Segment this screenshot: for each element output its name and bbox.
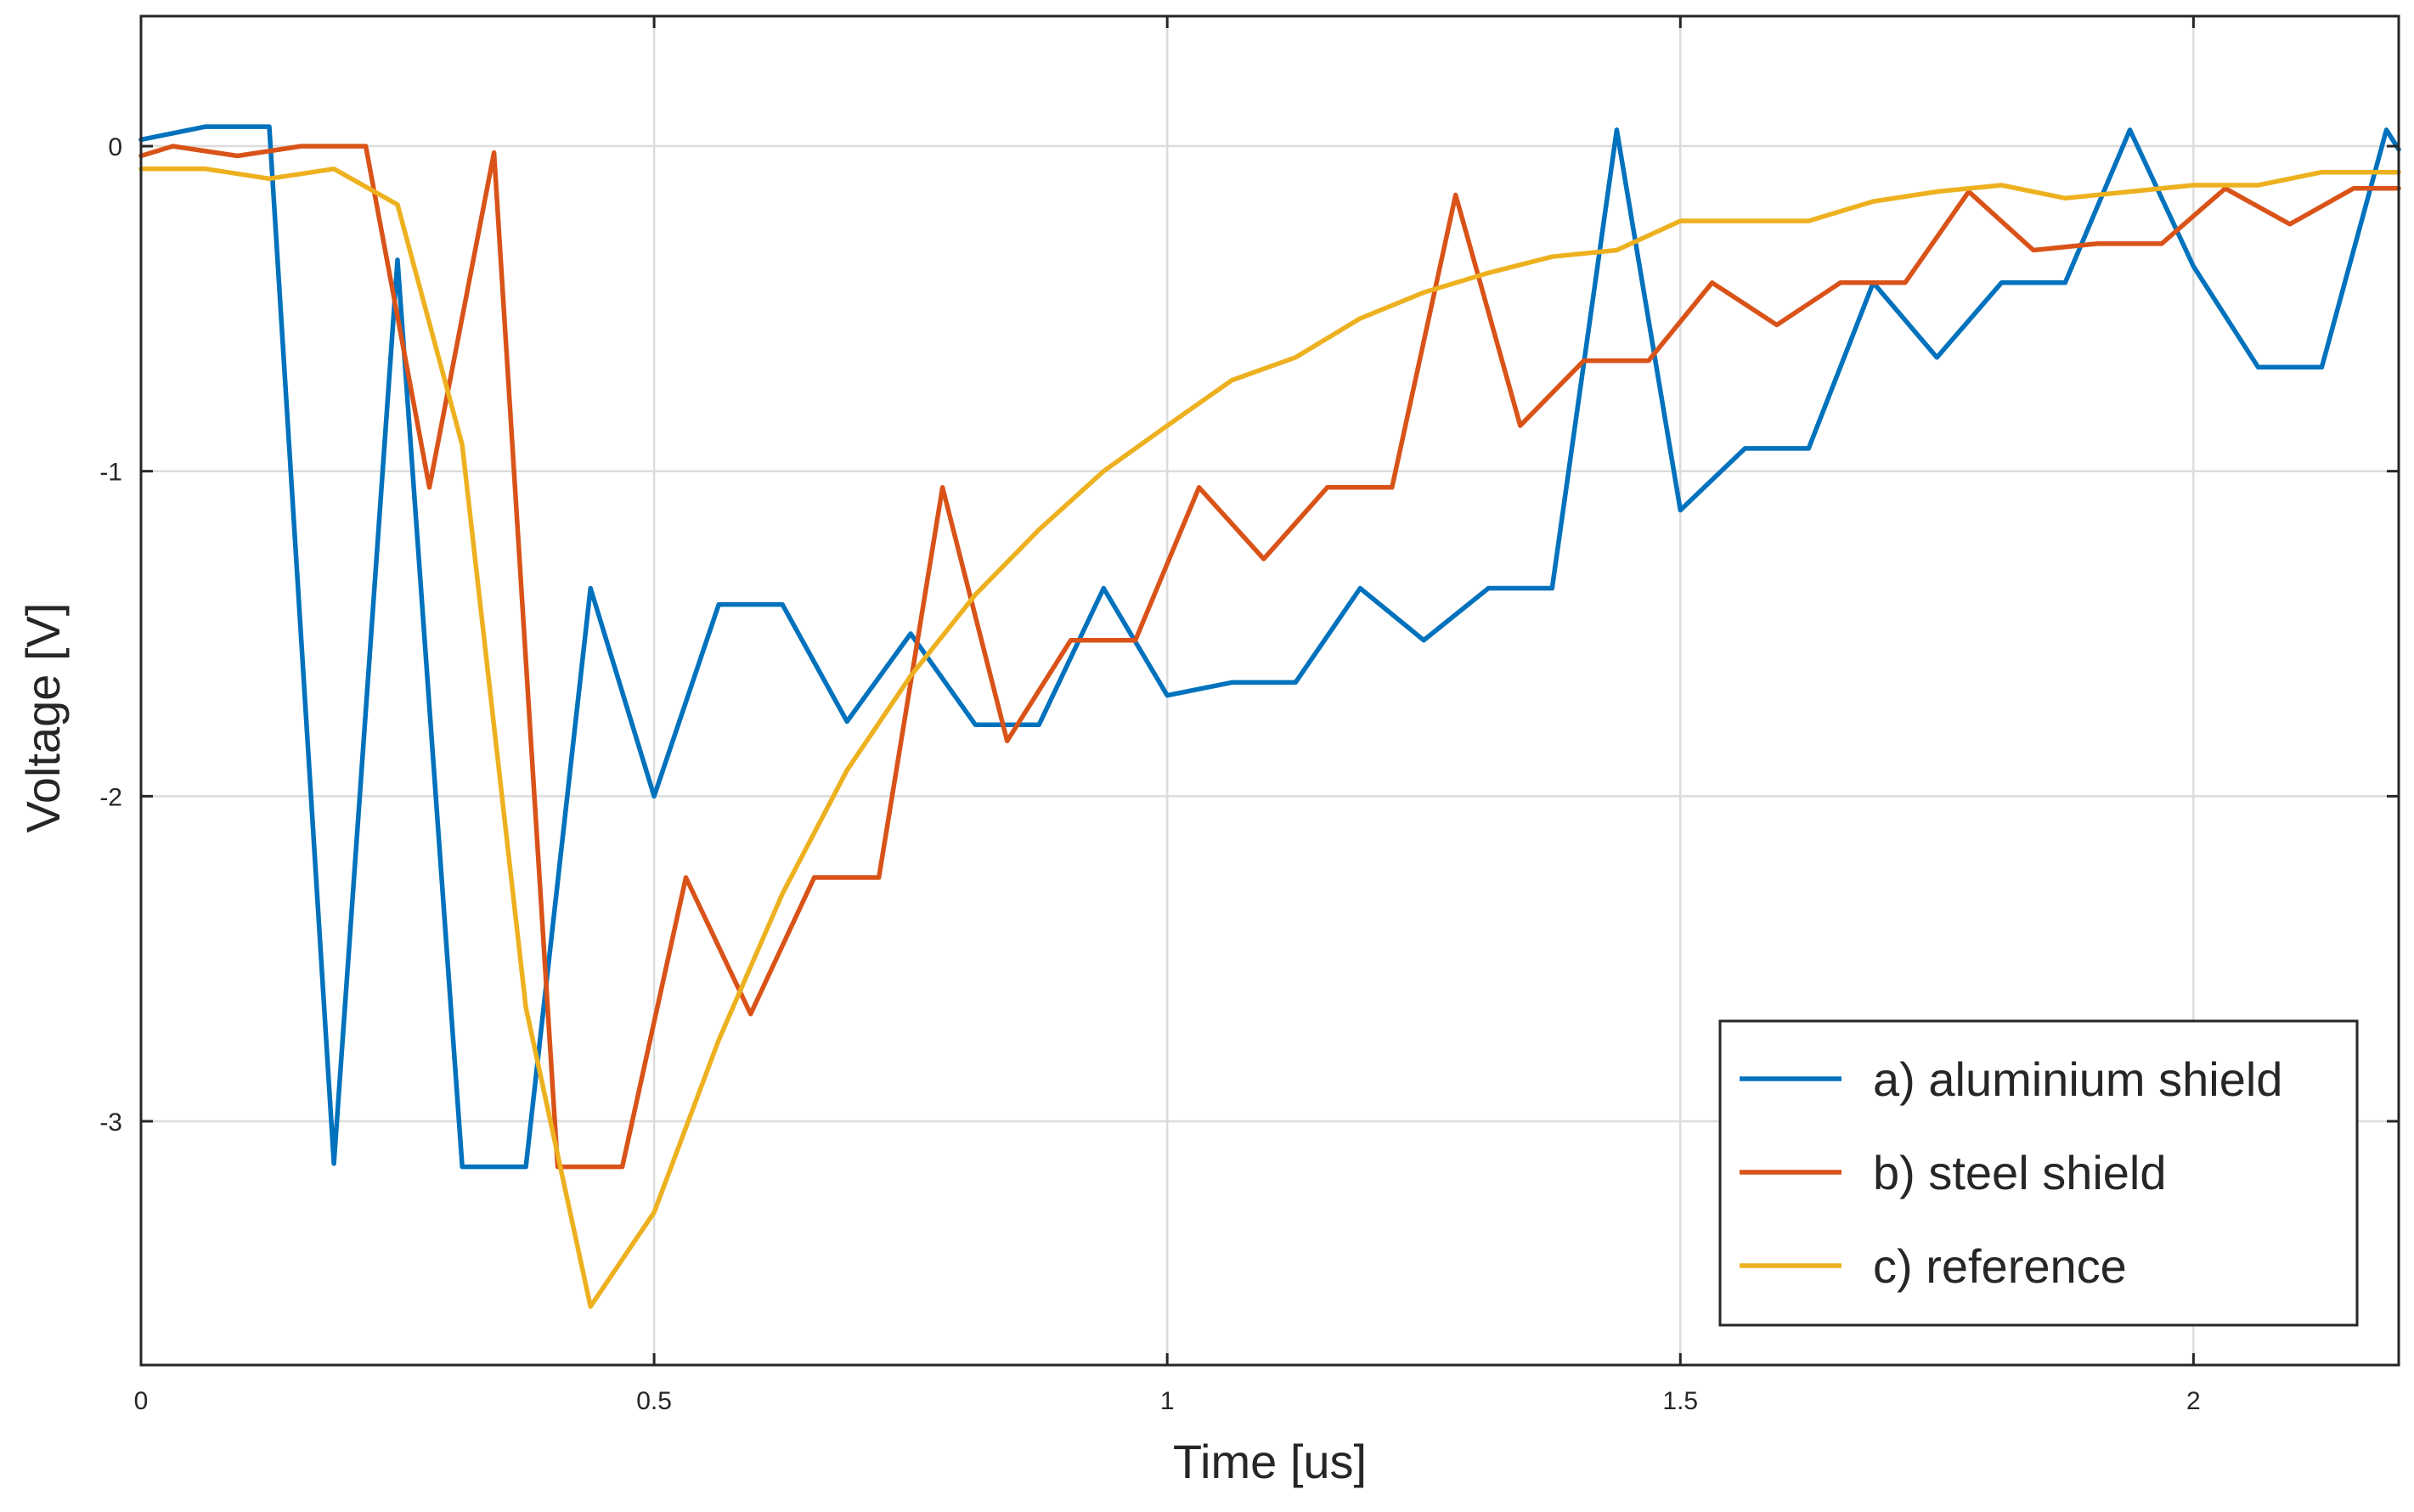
series-lines	[138, 124, 2401, 1309]
x-axis-label: Time [us]	[1173, 1435, 1367, 1488]
y-axis-label: Voltage [V]	[16, 603, 70, 833]
plot-frame	[139, 14, 2400, 1367]
series-line-reference	[138, 166, 2401, 1309]
legend-label-aluminium: a) aluminium shield	[1873, 1052, 2282, 1106]
y-tick-label: -2	[99, 783, 122, 811]
x-tick-label: 0.5	[636, 1387, 672, 1415]
x-tick-label: 1.5	[1662, 1387, 1698, 1415]
legend-label-steel: b) steel shield	[1873, 1146, 2167, 1199]
y-tick-label: 0	[108, 133, 122, 161]
x-tick-label: 0	[134, 1387, 149, 1415]
x-tick-label: 2	[2186, 1387, 2201, 1415]
legend: a) aluminium shield b) steel shield c) r…	[1718, 1019, 2359, 1327]
series-line-steel	[138, 144, 2401, 1170]
y-tick-label: -1	[99, 459, 122, 487]
series-line-aluminium	[138, 124, 2401, 1170]
legend-label-reference: c) reference	[1873, 1239, 2127, 1293]
y-tick-label: -3	[99, 1109, 122, 1137]
x-tick-label: 1	[1160, 1387, 1175, 1415]
axis-ticks: 0 0.5 1 1.5 2 0 -1 -2 -3	[99, 16, 2399, 1415]
